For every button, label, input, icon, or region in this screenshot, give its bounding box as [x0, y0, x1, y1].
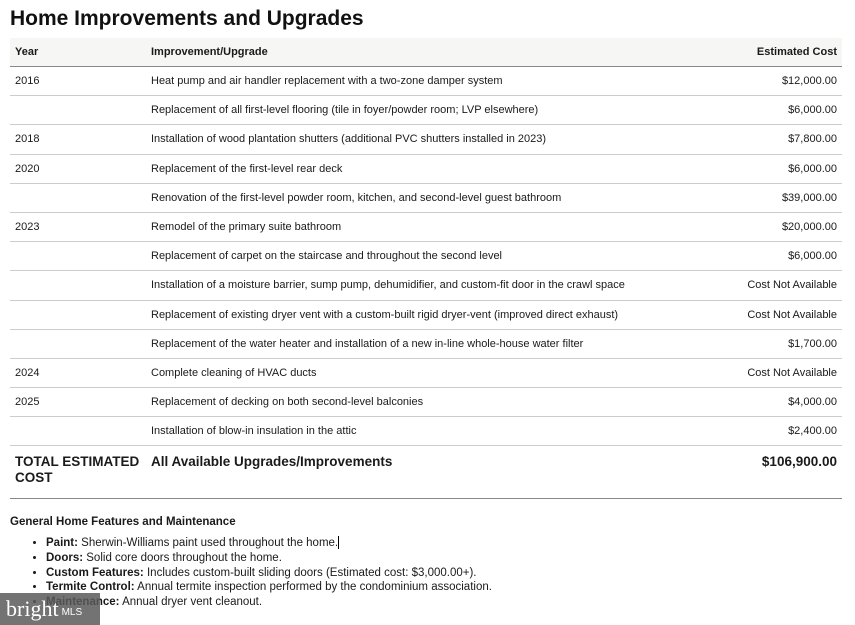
feature-item: Doors: Solid core doors throughout the h… [46, 551, 492, 566]
cell-improvement: Replacement of the first-level rear deck [146, 154, 724, 184]
header-improvement: Improvement/Upgrade [146, 38, 724, 67]
feature-text: Annual termite inspection performed by t… [137, 581, 492, 594]
cell-cost: Cost Not Available [723, 300, 842, 330]
cell-year: 2018 [10, 124, 146, 155]
header-year: Year [10, 38, 146, 67]
feature-text: Solid core doors throughout the home. [86, 551, 282, 564]
feature-label: Termite Control: [46, 581, 135, 594]
feature-text: Annual dryer vent cleanout. [122, 596, 263, 609]
table-row: 2025 Replacement of decking on both secon… [10, 387, 842, 418]
table-row: 2016 Heat pump and air handler replacemen… [10, 66, 842, 97]
cell-year: 2020 [10, 154, 146, 184]
cell-cost: $39,000.00 [723, 183, 842, 213]
cell-improvement: Installation of blow-in insulation in th… [146, 416, 724, 447]
table-row: Installation of a moisture barrier, sump… [10, 270, 842, 301]
cell-cost: Cost Not Available [723, 358, 842, 389]
cell-improvement: Replacement of all first-level flooring … [146, 95, 724, 126]
improvements-table: Year Improvement/Upgrade Estimated Cost … [10, 38, 842, 500]
page-title: Home Improvements and Upgrades [10, 7, 364, 30]
table-row: 2020 Replacement of the first-level rear … [10, 154, 842, 184]
feature-text: Includes custom-built sliding doors (Est… [146, 566, 477, 579]
feature-label: Custom Features: [46, 566, 144, 579]
cell-improvement: Complete cleaning of HVAC ducts [146, 358, 724, 389]
cell-cost: $2,400.00 [723, 416, 842, 447]
cell-year: 2016 [10, 66, 146, 97]
table-row: Replacement of carpet on the staircase a… [10, 241, 842, 272]
table-row: 2023 Remodel of the primary suite bathroo… [10, 212, 842, 243]
cell-improvement: Replacement of carpet on the staircase a… [146, 241, 724, 272]
cell-improvement: Installation of a moisture barrier, sump… [146, 270, 724, 301]
cell-cost: $1,700.00 [723, 329, 842, 359]
cell-year [10, 270, 146, 301]
table-row: 2018 Installation of wood plantation shut… [10, 124, 842, 155]
total-item: All Available Upgrades/Improvements [146, 445, 724, 500]
cell-year [10, 241, 146, 272]
table-row: Replacement of existing dryer vent with … [10, 300, 842, 330]
cell-improvement: Heat pump and air handler replacement wi… [146, 66, 724, 97]
cell-improvement: Replacement of existing dryer vent with … [146, 300, 724, 330]
cell-year [10, 329, 146, 359]
table-row: Renovation of the first-level powder roo… [10, 183, 842, 213]
cell-cost: $7,800.00 [723, 124, 842, 155]
features-heading: General Home Features and Maintenance [10, 516, 236, 528]
cell-improvement: Renovation of the first-level powder roo… [146, 183, 724, 213]
cell-cost: $6,000.00 [723, 154, 842, 184]
table-row: Installation of blow-in insulation in th… [10, 416, 842, 447]
cell-cost: $12,000.00 [723, 66, 842, 97]
cell-improvement: Replacement of the water heater and inst… [146, 329, 724, 359]
cell-year [10, 95, 146, 126]
cell-cost: $6,000.00 [723, 241, 842, 272]
feature-label: Paint: [46, 537, 78, 549]
table-row: Replacement of all first-level flooring … [10, 95, 842, 126]
total-cost: $106,900.00 [723, 445, 842, 500]
cell-cost: $4,000.00 [723, 387, 842, 418]
cell-year: 2024 [10, 358, 146, 389]
text-cursor [338, 536, 340, 550]
feature-item: Maintenance: Annual dryer vent cleanout. [46, 595, 492, 610]
cell-improvement: Replacement of decking on both second-le… [146, 387, 724, 418]
cell-year [10, 300, 146, 330]
feature-item: Paint: Sherwin-Williams paint used throu… [46, 536, 492, 551]
feature-label: Doors: [46, 551, 84, 564]
feature-item: Termite Control: Annual termite inspecti… [46, 580, 492, 595]
total-label: TOTAL ESTIMATED COST [10, 445, 146, 500]
table-row: 2024 Complete cleaning of HVAC ducts Cost … [10, 358, 842, 389]
table-header: Year Improvement/Upgrade Estimated Cost [10, 38, 842, 67]
cell-cost: $6,000.00 [723, 95, 842, 126]
header-cost: Estimated Cost [723, 38, 842, 67]
feature-text: Sherwin-Williams paint used throughout t… [81, 537, 339, 549]
cell-year [10, 183, 146, 213]
cell-improvement: Remodel of the primary suite bathroom [146, 212, 724, 243]
cell-year [10, 416, 146, 447]
cell-improvement: Installation of wood plantation shutters… [146, 124, 724, 155]
total-row: TOTAL ESTIMATED COST All Available Upgrad… [10, 445, 842, 500]
feature-item: Custom Features: Includes custom-built s… [46, 566, 492, 581]
cell-year: 2025 [10, 387, 146, 418]
cell-year: 2023 [10, 212, 146, 243]
cell-cost: $20,000.00 [723, 212, 842, 243]
cell-cost: Cost Not Available [723, 270, 842, 301]
bright-mls-watermark: bright MLS [0, 593, 100, 625]
table-row: Replacement of the water heater and inst… [10, 329, 842, 359]
